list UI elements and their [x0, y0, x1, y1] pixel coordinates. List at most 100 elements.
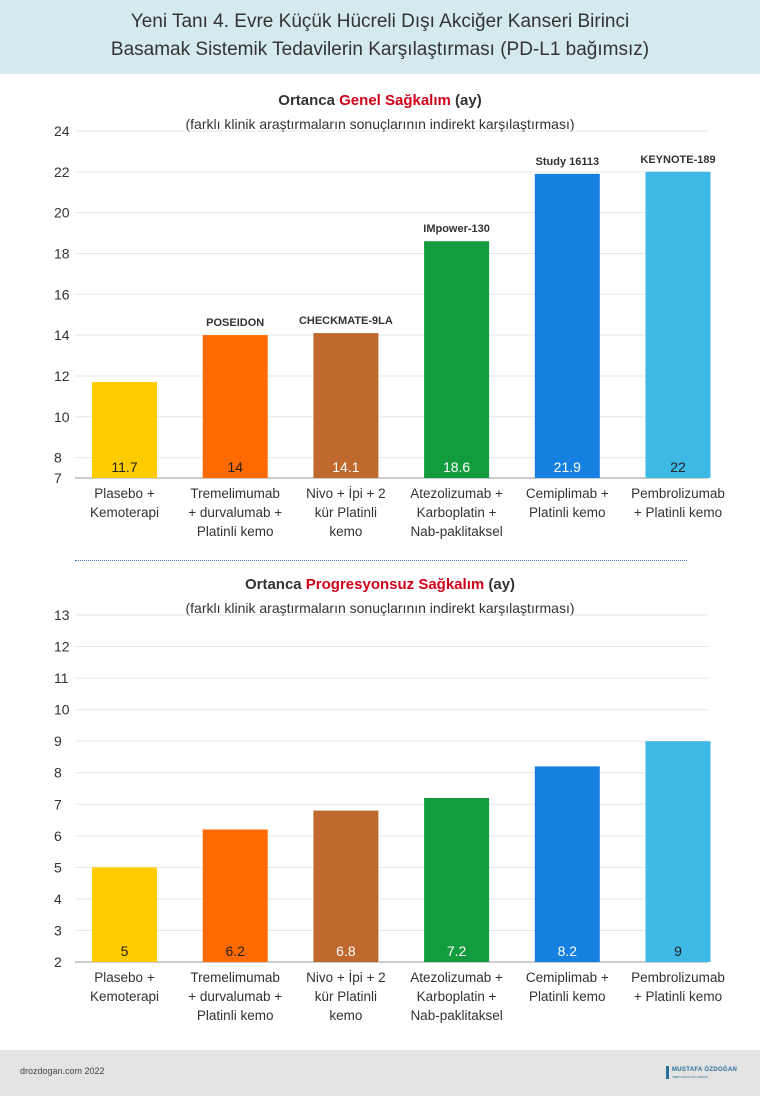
bar — [313, 333, 379, 478]
pfs-title-prefix: Ortanca — [244, 576, 306, 593]
bar-value-label: 6.2 — [225, 943, 245, 959]
os-title-suffix: (ay) — [450, 92, 482, 109]
x-tick-label: + durvalumab + — [188, 505, 282, 520]
pfs-chart-title: Ortanca Progresyonsuz Sağkalım (ay) — [0, 576, 760, 593]
x-tick-label: kemo — [329, 524, 362, 539]
pfs-title-highlight: Progresyonsuz Sağkalım — [305, 576, 485, 593]
x-tick-label: Nab-paklitaksel — [410, 524, 502, 539]
y-tick-label: 8 — [54, 765, 62, 781]
bar-value-label: 14 — [227, 459, 243, 475]
study-label: CHECKMATE-9LA — [299, 315, 393, 327]
x-tick-label: kür Platinli — [315, 505, 377, 520]
pfs-chart-subtitle: (farklı klinik araştırmaların sonuçların… — [185, 600, 575, 616]
y-tick-label: 12 — [54, 368, 70, 384]
bar — [534, 173, 600, 479]
x-tick-label: Cemiplimab + — [526, 486, 609, 501]
y-tick-label: 3 — [54, 922, 62, 938]
bar-value-label: 21.9 — [554, 459, 581, 475]
y-tick-label: 5 — [54, 859, 62, 875]
x-tick-label: Platinli kemo — [197, 524, 274, 539]
y-tick-label: 18 — [54, 245, 70, 261]
y-tick-label: 16 — [54, 286, 70, 302]
bar — [202, 829, 268, 962]
x-tick-label: Plasebo + — [94, 486, 155, 501]
y-tick-label: 7 — [54, 470, 62, 486]
bar — [313, 810, 379, 962]
page-footer: drozdogan.com 2022 MUSTAFA ÖZDOĞAN TIBBİ… — [0, 1050, 760, 1096]
x-tick-label: Nivo + İpi + 2 — [306, 970, 386, 985]
y-tick-label: 14 — [54, 327, 70, 343]
x-tick-label: Pembrolizumab — [631, 486, 725, 501]
x-tick-label: + Platinli kemo — [634, 505, 722, 520]
x-tick-label: kemo — [329, 1008, 362, 1023]
y-tick-label: 10 — [54, 702, 70, 718]
y-tick-label: 2 — [54, 954, 62, 970]
x-tick-label: + durvalumab + — [188, 989, 282, 1004]
os-chart-subtitle: (farklı klinik araştırmaların sonuçların… — [185, 116, 575, 132]
y-tick-label: 10 — [54, 409, 70, 425]
y-tick-label: 20 — [54, 205, 70, 221]
y-tick-label: 9 — [54, 733, 62, 749]
bar-value-label: 5 — [121, 943, 129, 959]
bar — [424, 797, 490, 962]
y-tick-label: 4 — [54, 891, 62, 907]
bar-value-label: 18.6 — [443, 459, 470, 475]
bar — [92, 382, 157, 478]
x-tick-label: Platinli kemo — [529, 505, 606, 520]
study-label: IMpower-130 — [423, 223, 490, 235]
bar-value-label: 22 — [670, 459, 686, 475]
bar — [424, 241, 490, 478]
section-divider — [75, 560, 687, 561]
pfs-bar-chart: 2 3 4 5 6 7 8 9 10 11 12 13 5 Plasebo + Kemoterapi 6.2 T… — [54, 607, 725, 1023]
bar — [645, 741, 711, 962]
bar — [92, 867, 157, 962]
x-tick-label: Platinli kemo — [197, 1008, 274, 1023]
y-tick-label: 12 — [54, 639, 70, 655]
y-tick-label: 6 — [54, 828, 62, 844]
y-tick-label: 24 — [54, 123, 70, 139]
x-tick-label: Tremelimumab — [190, 970, 280, 985]
os-title-highlight: Genel Sağkalım — [339, 92, 451, 109]
x-tick-label: Tremelimumab — [190, 486, 280, 501]
x-tick-label: Karboplatin + — [417, 505, 497, 520]
x-tick-label: Karboplatin + — [417, 989, 497, 1004]
study-label: POSEIDON — [206, 317, 264, 329]
y-tick-label: 22 — [54, 164, 70, 180]
os-bar-chart: 7 8 10 12 14 16 18 20 22 24 11.7 Plasebo + Kemoterap… — [54, 123, 725, 539]
x-tick-label: + Platinli kemo — [634, 989, 722, 1004]
page-title-line-1: Yeni Tanı 4. Evre Küçük Hücreli Dışı Akc… — [130, 11, 630, 32]
footer-site: drozdogan.com 2022 — [20, 1066, 105, 1076]
bar-value-label: 8.2 — [558, 943, 578, 959]
bar-value-label: 9 — [674, 943, 682, 959]
author-logo: MUSTAFA ÖZDOĞAN TIBBİ ONKOLOJİ UZMANI — [666, 1065, 744, 1081]
x-tick-label: Atezolizumab + — [410, 486, 503, 501]
page-header: Yeni Tanı 4. Evre Küçük Hücreli Dışı Akc… — [0, 0, 760, 74]
y-tick-label: 11 — [54, 670, 69, 686]
logo-subtext: TIBBİ ONKOLOJİ UZMANI — [672, 1075, 708, 1079]
logo-mark-icon — [666, 1066, 669, 1079]
x-tick-label: Platinli kemo — [529, 989, 606, 1004]
pfs-title-suffix: (ay) — [484, 576, 516, 593]
bar — [534, 766, 600, 962]
bar-value-label: 14.1 — [332, 459, 359, 475]
logo-text: MUSTAFA ÖZDOĞAN — [672, 1067, 738, 1073]
bar-value-label: 6.8 — [336, 943, 356, 959]
bar — [645, 171, 711, 478]
y-tick-label: 13 — [54, 607, 70, 623]
x-tick-label: Kemoterapi — [90, 505, 159, 520]
x-tick-label: Plasebo + — [94, 970, 155, 985]
study-label: Study 16113 — [536, 156, 600, 168]
x-tick-label: Cemiplimab + — [526, 970, 609, 985]
x-tick-label: Atezolizumab + — [410, 970, 503, 985]
y-tick-label: 7 — [54, 796, 62, 812]
x-tick-label: Kemoterapi — [90, 989, 159, 1004]
x-tick-label: Pembrolizumab — [631, 970, 725, 985]
os-chart-title: Ortanca Genel Sağkalım (ay) — [0, 92, 760, 109]
bar-value-label: 11.7 — [111, 459, 137, 475]
x-tick-label: Nab-paklitaksel — [410, 1008, 502, 1023]
x-tick-label: kür Platinli — [315, 989, 377, 1004]
page-title-line-2: Basamak Sistemik Tedavilerin Karşılaştır… — [110, 39, 650, 60]
os-title-prefix: Ortanca — [278, 92, 340, 109]
bar — [202, 335, 268, 478]
x-tick-label: Nivo + İpi + 2 — [306, 486, 386, 501]
